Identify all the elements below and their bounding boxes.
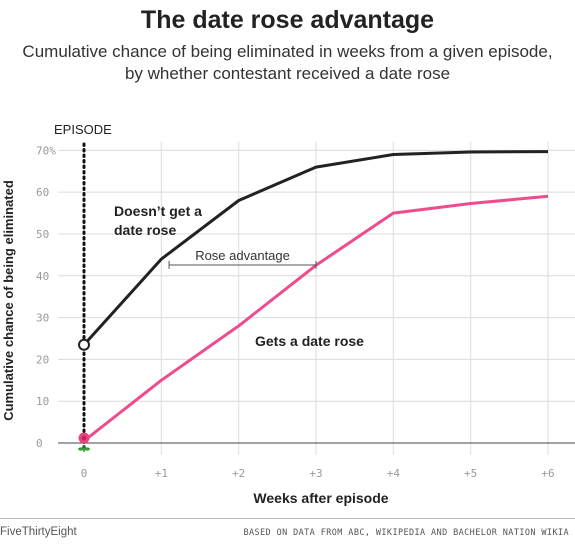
- y-tick-label: 30: [36, 312, 49, 325]
- y-tick-label: 70%: [36, 144, 56, 157]
- x-tick-label: +5: [464, 467, 477, 480]
- x-tick-label: +3: [309, 467, 322, 480]
- chart-subtitle: Cumulative chance of being eliminated in…: [22, 42, 553, 83]
- x-tick-label: 0: [81, 467, 88, 480]
- y-tick-label: 60: [36, 186, 49, 199]
- footer-divider: [0, 518, 575, 519]
- series-start-marker: [78, 338, 90, 351]
- series-label-date-rose: Gets a date rose: [255, 333, 364, 349]
- series-label-no-date-rose: date rose: [114, 222, 176, 238]
- chart-title: The date rose advantage: [140, 6, 435, 34]
- y-axis-title: Cumulative chance of being eliminated: [1, 180, 16, 421]
- y-tick-label: 40: [36, 270, 49, 283]
- x-tick-label: +2: [232, 467, 245, 480]
- footer-brand: FiveThirtyEight: [0, 526, 77, 538]
- x-axis-title: Weeks after episode: [253, 490, 388, 506]
- rose-advantage-label: Rose advantage: [195, 248, 290, 263]
- y-tick-label: 0: [36, 437, 43, 450]
- series-line-no-date-rose: [82, 150, 549, 346]
- series-label-no-date-rose: Doesn’t get a: [114, 203, 202, 219]
- episode-marker-label: EPISODE: [54, 122, 112, 137]
- x-tick-label: +1: [155, 467, 168, 480]
- rose-leaf: [78, 447, 84, 451]
- x-tick-label: +6: [541, 467, 554, 480]
- y-tick-label: 10: [36, 395, 49, 408]
- y-tick-label: 20: [36, 353, 49, 366]
- y-tick-label: 50: [36, 228, 49, 241]
- x-tick-label: +4: [387, 467, 401, 480]
- footer-source: BASED ON DATA FROM ABC, WIKIPEDIA AND BA…: [243, 528, 569, 538]
- line-chart: 0 10 20 30 40 50 60 70% 0 +1 +2 +3 +4 +5 +6 EPISODE Does…: [1, 122, 575, 506]
- rose-center: [81, 435, 87, 441]
- rose-leaf: [84, 447, 90, 451]
